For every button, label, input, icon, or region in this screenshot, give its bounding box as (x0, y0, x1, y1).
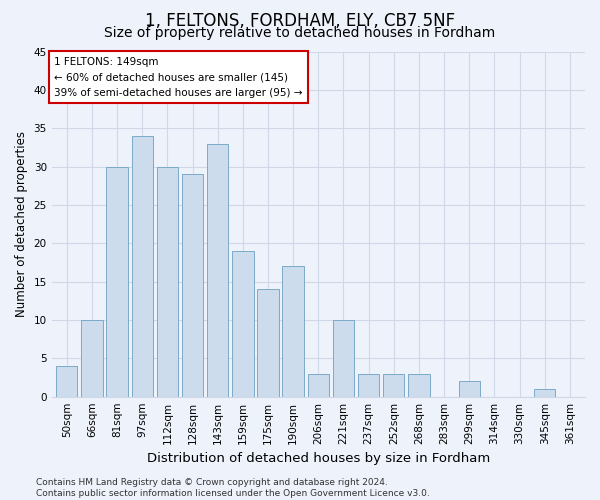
Text: 1, FELTONS, FORDHAM, ELY, CB7 5NF: 1, FELTONS, FORDHAM, ELY, CB7 5NF (145, 12, 455, 30)
Bar (333, 320, 354, 396)
Bar (358, 374, 379, 396)
Bar (283, 266, 304, 396)
Text: Size of property relative to detached houses in Fordham: Size of property relative to detached ho… (104, 26, 496, 40)
Bar (458, 382, 480, 396)
Bar (131, 136, 153, 396)
Y-axis label: Number of detached properties: Number of detached properties (15, 131, 28, 317)
Bar (106, 166, 128, 396)
Bar (157, 166, 178, 396)
Bar (257, 290, 279, 397)
Bar (232, 251, 254, 396)
Text: Contains HM Land Registry data © Crown copyright and database right 2024.
Contai: Contains HM Land Registry data © Crown c… (36, 478, 430, 498)
Bar (408, 374, 430, 396)
Bar (81, 320, 103, 396)
Bar (383, 374, 404, 396)
Bar (207, 144, 229, 396)
X-axis label: Distribution of detached houses by size in Fordham: Distribution of detached houses by size … (147, 452, 490, 465)
Text: 1 FELTONS: 149sqm
← 60% of detached houses are smaller (145)
39% of semi-detache: 1 FELTONS: 149sqm ← 60% of detached hous… (55, 56, 303, 98)
Bar (182, 174, 203, 396)
Bar (308, 374, 329, 396)
Bar (534, 389, 556, 396)
Bar (56, 366, 77, 396)
